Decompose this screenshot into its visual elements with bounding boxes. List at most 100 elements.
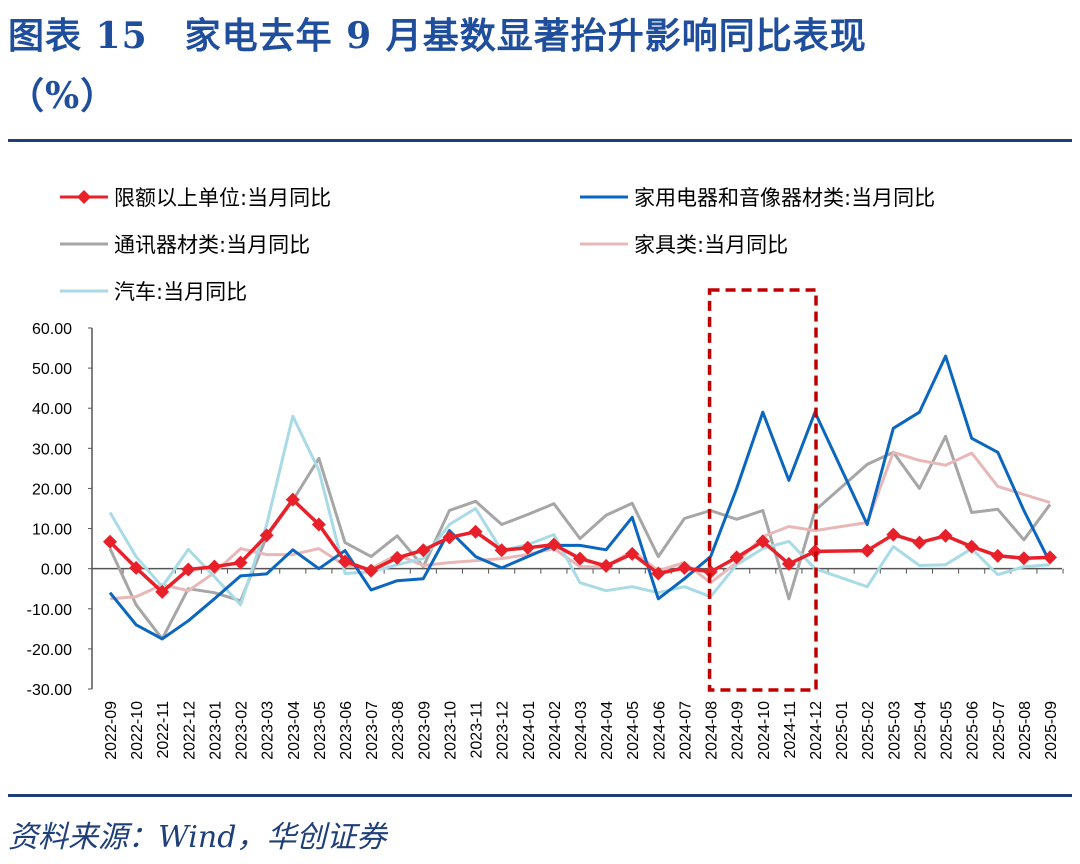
- x-tick-label: 2022-10: [129, 701, 146, 760]
- legend-item: 家用电器和音像器材类:当月同比: [580, 186, 935, 210]
- legend-label: 家具类:当月同比: [634, 233, 788, 257]
- x-tick-label: 2024-05: [625, 701, 642, 760]
- x-tick-label: 2025-09: [1043, 701, 1060, 760]
- x-tick-label: 2025-01: [834, 701, 851, 760]
- data-point-marker: [781, 556, 796, 571]
- data-point-marker: [364, 563, 379, 578]
- data-point-marker: [990, 548, 1005, 563]
- highlight-box: [707, 288, 818, 692]
- x-tick-label: 2024-12: [808, 701, 825, 760]
- x-tick-label: 2024-07: [677, 701, 694, 760]
- legend-marker: [77, 190, 91, 204]
- x-tick-label: 2024-09: [730, 701, 747, 760]
- data-point-marker: [599, 558, 614, 573]
- data-point-marker: [390, 550, 405, 565]
- y-tick-label: -20.00: [27, 642, 72, 659]
- legend-item: 限额以上单位:当月同比: [60, 186, 331, 210]
- x-tick-label: 2024-01: [521, 701, 538, 760]
- data-point-marker: [651, 566, 666, 581]
- x-tick-label: 2023-07: [364, 701, 381, 760]
- x-tick-label: 2025-03: [886, 701, 903, 760]
- data-point-marker: [129, 560, 144, 575]
- data-point-marker: [338, 554, 352, 569]
- x-tick-label: 2025-08: [1017, 701, 1034, 760]
- data-point-marker: [520, 540, 535, 555]
- legend-label: 汽车:当月同比: [114, 280, 247, 304]
- legend-label: 通讯器材类:当月同比: [114, 233, 310, 257]
- x-tick-label: 2023-11: [469, 701, 486, 759]
- series-line: [108, 434, 1052, 641]
- x-tick-label: 2024-03: [573, 701, 590, 760]
- data-point-marker: [755, 534, 770, 549]
- x-tick-label: 2023-01: [207, 701, 224, 760]
- legend-label: 限额以上单位:当月同比: [114, 186, 331, 210]
- data-point-marker: [964, 539, 979, 554]
- x-tick-label: 2025-07: [991, 701, 1008, 760]
- data-point-marker: [677, 560, 692, 575]
- x-tick-label: 2023-03: [260, 701, 277, 760]
- x-tick-label: 2025-06: [965, 701, 982, 760]
- data-point-marker: [573, 551, 587, 566]
- x-tick-label: 2024-02: [547, 701, 564, 760]
- x-tick-label: 2024-10: [756, 701, 773, 760]
- x-tick-label: 2022-09: [103, 701, 120, 760]
- title-line-2: （%）: [8, 75, 118, 117]
- data-point-marker: [912, 535, 927, 550]
- data-point-marker: [259, 528, 274, 543]
- data-point-marker: [442, 530, 457, 545]
- legend-item: 家具类:当月同比: [580, 233, 788, 257]
- x-tick-label: 2024-11: [782, 701, 799, 759]
- y-tick-label: -30.00: [27, 682, 72, 699]
- legend-item: 汽车:当月同比: [60, 280, 247, 304]
- data-point-marker: [1016, 551, 1031, 566]
- x-tick-label: 2023-08: [390, 701, 407, 760]
- data-point-marker: [808, 544, 822, 559]
- y-tick-label: -10.00: [27, 602, 72, 619]
- x-tick-label: 2024-04: [599, 701, 616, 760]
- y-tick-label: 0.00: [41, 562, 72, 579]
- x-tick-label: 2023-12: [495, 701, 512, 760]
- data-point-marker: [860, 543, 875, 558]
- x-tick-label: 2023-04: [286, 701, 303, 760]
- x-tick-label: 2022-12: [181, 701, 198, 760]
- x-tick-label: 2024-06: [651, 701, 668, 760]
- x-tick-label: 2023-02: [234, 701, 251, 760]
- data-point-marker: [233, 555, 248, 570]
- top-rule: [8, 139, 1072, 142]
- x-tick-label: 2023-09: [416, 701, 433, 760]
- data-point-marker: [311, 517, 326, 532]
- data-point-marker: [546, 537, 561, 552]
- x-tick-label: 2025-05: [939, 701, 956, 760]
- x-tick-label: 2022-11: [155, 701, 172, 759]
- data-point-marker: [416, 543, 431, 558]
- x-tick-label: 2025-02: [860, 701, 877, 760]
- y-tick-label: 20.00: [32, 481, 72, 498]
- x-tick-label: 2023-05: [312, 701, 329, 760]
- series-line: [108, 354, 1052, 641]
- x-tick-label: 2023-06: [338, 701, 355, 760]
- data-point-marker: [729, 550, 744, 565]
- y-tick-label: 10.00: [32, 522, 72, 539]
- data-point-marker: [886, 527, 901, 542]
- y-tick-label: 60.00: [32, 321, 72, 338]
- data-point-marker: [155, 584, 170, 599]
- source-note: 资料来源：Wind，华创证券: [8, 820, 387, 855]
- data-point-marker: [625, 546, 640, 561]
- legend-item: 通讯器材类:当月同比: [60, 233, 310, 257]
- x-tick-label: 2025-04: [912, 701, 929, 760]
- bottom-rule: [8, 794, 1072, 797]
- y-tick-label: 30.00: [32, 441, 72, 458]
- data-point-marker: [285, 492, 300, 507]
- legend-label: 家用电器和音像器材类:当月同比: [634, 186, 935, 210]
- x-tick-label: 2023-10: [442, 701, 459, 760]
- data-point-marker: [703, 564, 718, 579]
- data-point-marker: [938, 528, 953, 543]
- y-tick-label: 40.00: [32, 401, 72, 418]
- y-tick-label: 50.00: [32, 361, 72, 378]
- title-line-1: 图表 15 家电去年 9 月基数显著抬升影响同比表现: [8, 15, 867, 57]
- data-point-marker: [181, 562, 196, 577]
- data-point-marker: [207, 559, 222, 574]
- data-point-marker: [103, 534, 117, 549]
- data-point-marker: [1043, 550, 1057, 565]
